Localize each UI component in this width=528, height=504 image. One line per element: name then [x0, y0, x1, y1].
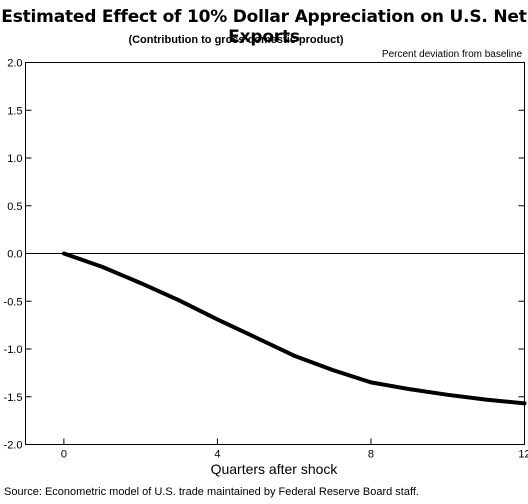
data-point — [484, 398, 488, 402]
chart-title: Estimated Effect of 10% Dollar Appreciat… — [1, 7, 527, 47]
line-chart: Percent deviation from baseline 2.0 1.5 1.… — [4, 49, 528, 477]
y-tick-label: 0.0 — [7, 249, 22, 261]
x-tick-label: 12 — [518, 449, 528, 461]
x-tick-label: 4 — [214, 449, 220, 461]
unit-note: Percent deviation from baseline — [382, 49, 523, 60]
chart-subtitle: (Contribution to gross domestic product) — [128, 34, 344, 46]
x-axis-label: Quarters after shock — [211, 461, 339, 477]
data-point — [62, 252, 66, 255]
y-tick-label: -2.0 — [4, 440, 23, 452]
y-tick-label: -1.0 — [4, 344, 23, 356]
data-point — [177, 298, 181, 302]
y-tick-label: 2.0 — [7, 58, 22, 70]
y-tick-label: 1.0 — [7, 153, 22, 165]
data-point — [446, 393, 450, 397]
data-point — [407, 387, 411, 391]
data-point — [331, 368, 335, 372]
y-tick-label: 0.5 — [7, 201, 22, 213]
data-point — [100, 265, 104, 269]
x-axis: 0 4 8 12 — [61, 438, 528, 461]
source-note: Source: Econometric model of U.S. trade … — [4, 486, 419, 498]
series-line — [61, 251, 527, 406]
data-point — [254, 336, 258, 340]
y-tick-label: -1.5 — [4, 392, 23, 404]
x-tick-label: 0 — [61, 449, 67, 461]
data-point — [369, 380, 373, 384]
y-tick-label: 1.5 — [7, 105, 22, 117]
data-point — [523, 401, 526, 405]
series-points — [62, 252, 526, 405]
data-point — [292, 354, 296, 358]
y-tick-label: -0.5 — [4, 296, 23, 308]
data-point — [139, 281, 143, 285]
y-axis: 2.0 1.5 1.0 0.5 0.0 -0.5 -1.0 -1.5 -2.0 — [4, 58, 525, 452]
data-point — [215, 317, 219, 321]
x-tick-label: 8 — [368, 449, 374, 461]
